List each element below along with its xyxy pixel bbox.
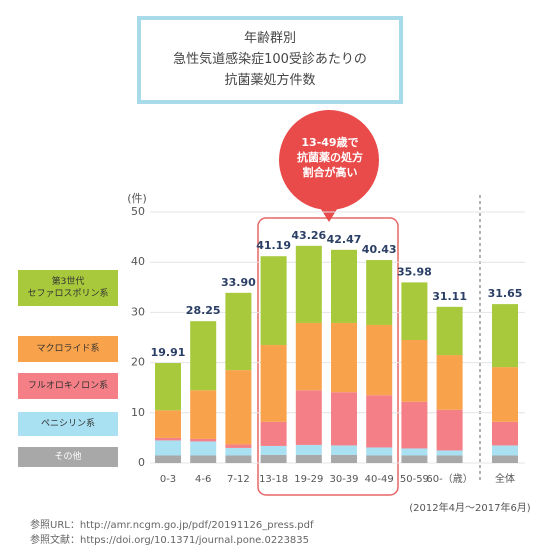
total-label: 31.11 — [432, 290, 467, 303]
title-box — [137, 16, 403, 104]
bar-segment — [436, 355, 463, 410]
bar-segment — [155, 363, 181, 411]
bar-segment — [295, 322, 322, 391]
x-tick-label: 13-18 — [259, 474, 288, 485]
bar-segment — [190, 321, 217, 391]
bar-segment — [295, 444, 322, 455]
bar-segment — [331, 322, 357, 393]
bar-segment — [225, 292, 252, 371]
bar-segment — [492, 304, 518, 368]
bar-segment — [260, 445, 287, 455]
bar-segment — [225, 455, 252, 463]
bar-segment — [155, 437, 181, 441]
total-label: 41.19 — [256, 239, 291, 252]
bar-segment — [295, 390, 322, 445]
x-tick-label: 0-3 — [160, 474, 176, 485]
bar-segment — [155, 410, 181, 438]
bar-segment — [331, 445, 357, 455]
bar-segment — [190, 441, 217, 456]
chart-title: 年齢群別 急性気道感染症100受診あたりの 抗菌薬処方件数 — [173, 31, 367, 88]
y-tick-label: 10 — [131, 406, 145, 419]
bar-segment — [366, 447, 393, 456]
bar-segment — [401, 448, 428, 456]
bar-segment — [190, 390, 217, 439]
bar-segment — [190, 455, 217, 463]
bar-segment — [295, 454, 322, 463]
total-label: 28.25 — [186, 304, 221, 317]
total-label: 35.98 — [397, 265, 432, 278]
bar-segment — [492, 455, 518, 463]
legend-entry: 第3世代 セファロスポリン系 — [18, 270, 118, 306]
bar-segment — [401, 455, 428, 463]
annotation: 13-49歳で 抗菌薬の処方 割合が高い — [297, 136, 363, 179]
legend-entry: マクロライド系 — [18, 336, 118, 362]
x-tick-label: 全体 — [495, 472, 515, 485]
x-tick-label: 7-12 — [227, 474, 250, 485]
x-tick-label: 50-59 — [400, 474, 429, 485]
total-label: 19.91 — [151, 346, 186, 359]
legend-entry: ペニシリン系 — [18, 412, 118, 436]
period-note: (2012年4月〜2017年6月) — [409, 501, 531, 514]
bar-segment — [401, 282, 428, 341]
bar-segment — [492, 445, 518, 456]
x-tick-label: 60-（歳） — [426, 473, 472, 485]
y-axis-label: (件) — [127, 192, 147, 205]
y-tick-label: 20 — [131, 356, 145, 369]
y-tick-label: 30 — [131, 305, 145, 318]
total-label: 42.47 — [327, 233, 362, 246]
callout-bubble — [279, 110, 379, 210]
bar-segment — [260, 454, 287, 463]
reference: 参照文献：https://doi.org/10.1371/journal.pon… — [30, 535, 310, 546]
x-tick-label: 19-29 — [294, 474, 323, 485]
y-tick-label: 0 — [138, 456, 145, 469]
bar-segment — [492, 367, 518, 422]
bar-segment — [436, 409, 463, 451]
total-label: 31.65 — [488, 287, 523, 300]
bar-segment — [436, 450, 463, 456]
bar-segment — [331, 249, 357, 323]
bar-segment — [401, 401, 428, 449]
bar-segment — [295, 245, 322, 323]
bar-segment — [436, 306, 463, 356]
x-tick-label: 40-49 — [365, 474, 394, 485]
bar-segment — [260, 345, 287, 422]
x-tick-label: 4-6 — [195, 474, 211, 485]
bar-segment — [436, 455, 463, 463]
reference: 参照URL：http://amr.ncgm.go.jp/pdf/20191126… — [30, 520, 314, 531]
legend-entry: その他 — [18, 447, 118, 467]
bar-segment — [366, 260, 393, 325]
y-tick-label: 50 — [131, 205, 145, 218]
bar-segment — [331, 454, 357, 463]
total-label: 43.26 — [291, 229, 326, 242]
bar-segment — [225, 370, 252, 445]
bar-segment — [366, 395, 393, 448]
bar-segment — [225, 444, 252, 448]
bar-segment — [366, 324, 393, 396]
bar-segment — [260, 421, 287, 446]
bar-segment — [260, 256, 287, 346]
total-label: 40.43 — [362, 243, 397, 256]
y-tick-label: 40 — [131, 255, 145, 268]
x-tick-label: 30-39 — [329, 474, 358, 485]
bar-segment — [190, 438, 217, 442]
bar-segment — [155, 440, 181, 456]
legend-entry: フルオロキノロン系 — [18, 373, 118, 399]
bar-segment — [366, 455, 393, 463]
callout-tail — [319, 206, 339, 222]
bar-segment — [401, 340, 428, 402]
bar-segment — [155, 455, 181, 463]
bar-segment — [492, 421, 518, 446]
total-label: 33.90 — [221, 276, 256, 289]
bar-segment — [225, 447, 252, 456]
bar-segment — [331, 392, 357, 446]
